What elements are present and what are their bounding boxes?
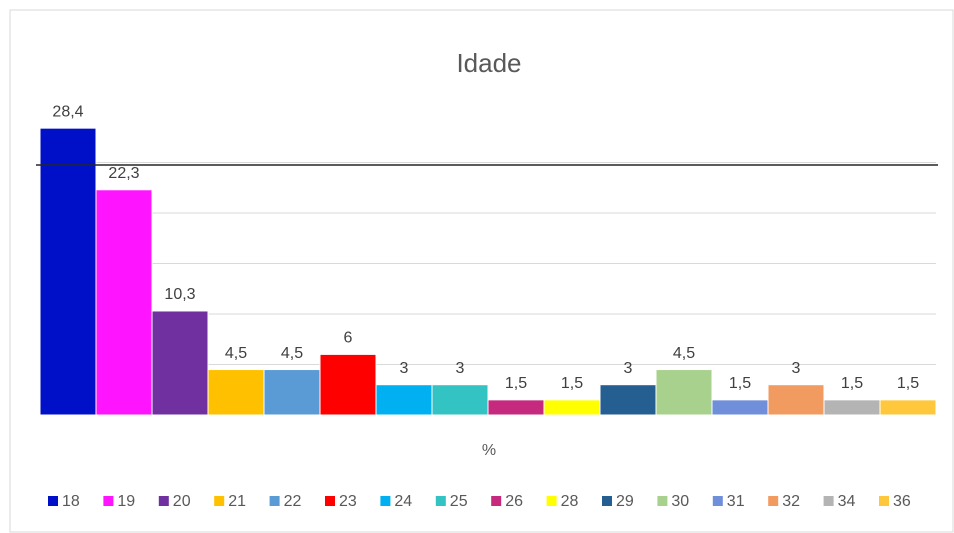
bar — [39, 127, 97, 416]
legend-swatch — [823, 496, 834, 506]
legend-swatch — [325, 496, 335, 506]
bar — [207, 369, 265, 416]
legend-swatch — [546, 496, 557, 506]
data-label: 10,3 — [164, 286, 195, 303]
bar — [151, 310, 209, 416]
bar — [319, 353, 377, 416]
legend-label: 24 — [394, 493, 412, 510]
data-label: 4,5 — [673, 345, 695, 362]
chart-frame — [9, 9, 954, 533]
chart-title: Idade — [456, 48, 521, 78]
data-label: 4,5 — [281, 345, 303, 362]
x-axis-label: % — [482, 442, 496, 459]
data-labels: 28,4 22,3 10,3 4,5 4,5 6 3 3 1,5 1,5 3 4,5 1,5 3 1,5 1,… — [52, 103, 919, 392]
legend-label: 32 — [782, 493, 800, 510]
legend-swatch — [380, 496, 391, 506]
data-label: 1,5 — [729, 375, 751, 392]
data-label: 1,5 — [505, 375, 527, 392]
bars — [39, 127, 937, 416]
data-label: 1,5 — [897, 375, 919, 392]
data-label: 4,5 — [225, 345, 247, 362]
bar — [263, 369, 321, 416]
legend-label: 31 — [727, 493, 745, 510]
bar — [487, 399, 545, 416]
bar — [599, 384, 657, 416]
data-label: 28,4 — [52, 103, 83, 120]
data-label: 22,3 — [108, 165, 139, 182]
legend-swatch — [214, 496, 225, 506]
bar — [543, 399, 601, 416]
bar — [375, 384, 433, 416]
bar — [823, 399, 881, 416]
legend: 18 19 20 21 22 23 24 25 26 28 29 30 31 32 34 36 — [48, 493, 911, 510]
legend-label: 21 — [228, 493, 246, 510]
data-label: 3 — [400, 360, 409, 377]
legend-label: 20 — [173, 493, 191, 510]
legend-label: 29 — [616, 493, 634, 510]
legend-swatch — [491, 496, 502, 506]
legend-swatch — [48, 496, 58, 506]
legend-swatch — [158, 496, 169, 506]
legend-label: 22 — [284, 493, 302, 510]
legend-label: 30 — [671, 493, 689, 510]
legend-swatch — [879, 496, 889, 506]
data-label: 6 — [344, 330, 353, 347]
legend-swatch — [435, 496, 446, 506]
legend-label: 19 — [117, 493, 135, 510]
legend-swatch — [602, 496, 612, 506]
bar — [655, 369, 713, 416]
legend-label: 26 — [505, 493, 523, 510]
bar — [767, 384, 825, 416]
legend-swatch — [657, 496, 668, 506]
legend-swatch — [768, 496, 779, 506]
data-label: 1,5 — [561, 375, 583, 392]
legend-label: 28 — [561, 493, 579, 510]
bar — [95, 189, 153, 416]
data-label: 3 — [792, 360, 801, 377]
legend-label: 25 — [450, 493, 468, 510]
data-label: 3 — [456, 360, 465, 377]
legend-swatch — [103, 496, 114, 506]
legend-label: 23 — [339, 493, 357, 510]
bar — [711, 399, 769, 416]
data-label: 3 — [624, 360, 633, 377]
legend-label: 18 — [62, 493, 80, 510]
bar — [879, 399, 937, 416]
bar — [431, 384, 489, 416]
legend-swatch — [712, 496, 723, 506]
data-label: 1,5 — [841, 375, 863, 392]
legend-swatch — [269, 496, 280, 506]
legend-label: 34 — [838, 493, 856, 510]
legend-label: 36 — [893, 493, 911, 510]
